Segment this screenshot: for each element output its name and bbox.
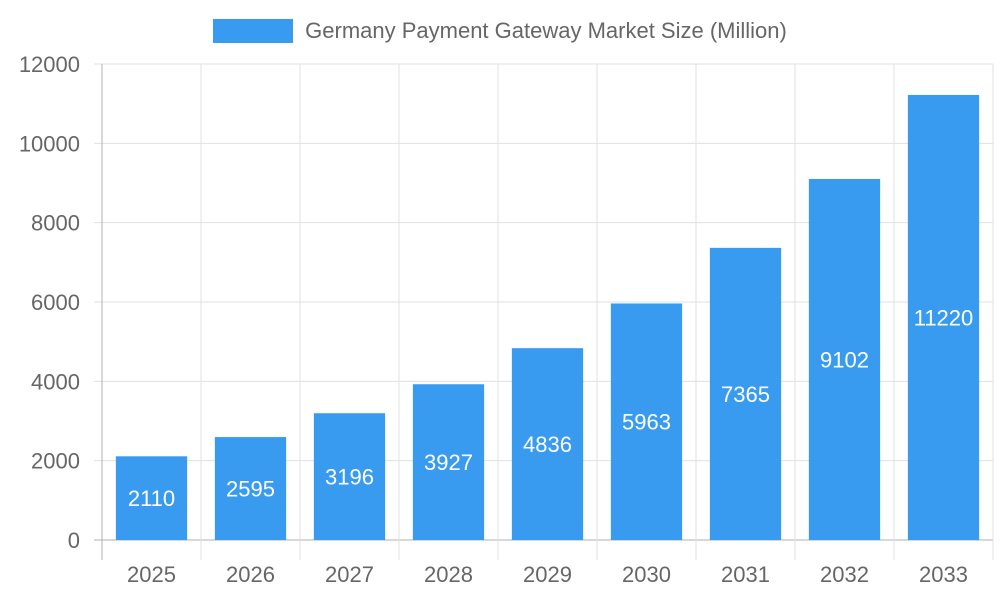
bar-2029 xyxy=(511,348,584,540)
x-tick-label: 2031 xyxy=(721,562,770,587)
x-tick-label: 2027 xyxy=(325,562,374,587)
bar-2026 xyxy=(214,437,287,540)
bar-2030 xyxy=(610,303,683,540)
bar-value-label: 2110 xyxy=(128,486,175,511)
x-tick-label: 2033 xyxy=(919,562,968,587)
bar-value-label: 9102 xyxy=(820,347,869,372)
chart-legend[interactable]: Germany Payment Gateway Market Size (Mil… xyxy=(0,18,1000,44)
bar-value-label: 3196 xyxy=(325,465,374,490)
bar-2033 xyxy=(907,94,980,540)
y-tick-label: 6000 xyxy=(31,290,80,315)
bar-value-label: 2595 xyxy=(226,477,275,502)
y-tick-label: 8000 xyxy=(31,211,80,236)
x-tick-label: 2026 xyxy=(226,562,275,587)
legend-swatch xyxy=(213,19,294,43)
bar-2028 xyxy=(412,384,485,540)
bar-value-label: 7365 xyxy=(721,382,770,407)
y-tick-label: 4000 xyxy=(31,369,80,394)
bar-2032 xyxy=(808,178,881,541)
bar-2027 xyxy=(313,413,386,540)
bar-value-label: 5963 xyxy=(622,410,671,435)
x-tick-label: 2032 xyxy=(820,562,869,587)
x-tick-label: 2030 xyxy=(622,562,671,587)
bar-value-label: 3927 xyxy=(424,450,473,475)
legend-label: Germany Payment Gateway Market Size (Mil… xyxy=(305,18,787,43)
x-tick-label: 2029 xyxy=(523,562,572,587)
x-tick-label: 2028 xyxy=(424,562,473,587)
y-tick-label: 12000 xyxy=(19,52,80,77)
bar-2025 xyxy=(115,456,188,540)
bar-value-label: 11220 xyxy=(914,305,974,330)
x-tick-label: 2025 xyxy=(127,562,176,587)
y-tick-label: 0 xyxy=(68,528,80,553)
y-tick-label: 2000 xyxy=(31,449,80,474)
y-tick-label: 10000 xyxy=(19,131,80,156)
bar-2031 xyxy=(709,247,782,541)
bar-value-label: 4836 xyxy=(523,432,572,457)
